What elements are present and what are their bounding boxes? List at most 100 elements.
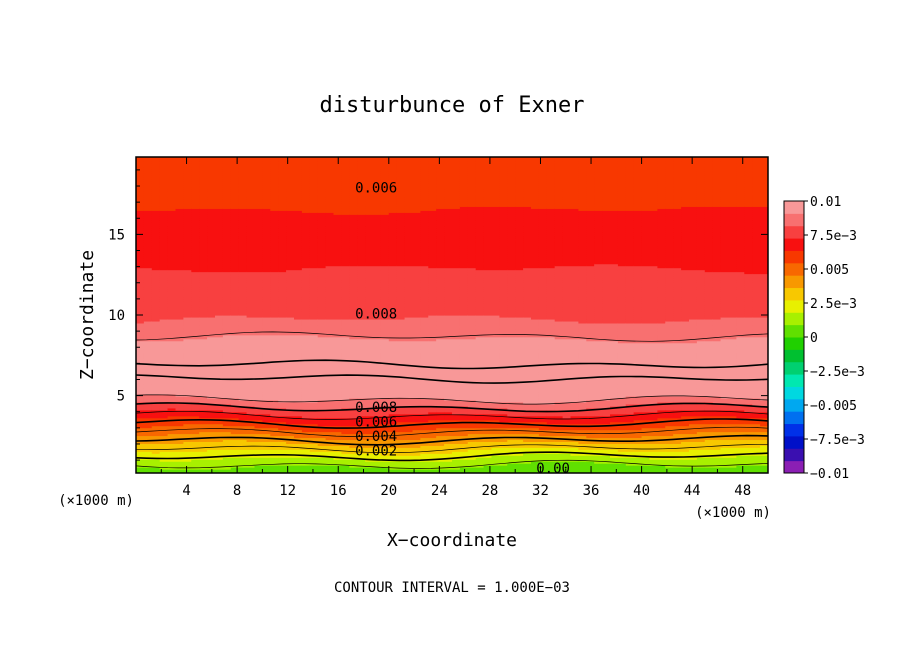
- heatmap-cell: [238, 318, 248, 322]
- heatmap-cell: [167, 243, 177, 247]
- heatmap-cell: [151, 358, 161, 362]
- heatmap-cell: [143, 409, 153, 413]
- heatmap-cell: [159, 437, 169, 441]
- heatmap-cell: [136, 459, 145, 462]
- heatmap-cell: [215, 386, 224, 389]
- heatmap-cell: [207, 210, 216, 213]
- heatmap-cell: [167, 469, 177, 472]
- heatmap-cell: [222, 328, 232, 332]
- heatmap-cell: [159, 423, 169, 427]
- heatmap-cell: [175, 356, 184, 360]
- heatmap-cell: [238, 445, 248, 448]
- heatmap-cell: [175, 332, 184, 336]
- heatmap-cell: [175, 216, 184, 219]
- heatmap-cell: [215, 277, 224, 281]
- heatmap-cell: [207, 220, 216, 223]
- heatmap-cell: [151, 421, 161, 425]
- heatmap-cell: [167, 413, 177, 417]
- heatmap-cell: [207, 437, 216, 441]
- heatmap-cell: [136, 281, 145, 284]
- heatmap-cell: [136, 241, 145, 245]
- heatmap-cell: [222, 236, 232, 239]
- heatmap-cell: [183, 469, 192, 472]
- heatmap-cell: [159, 336, 169, 340]
- heatmap-cell: [191, 338, 200, 342]
- heatmap-cell: [199, 279, 208, 283]
- heatmap-cell: [238, 245, 248, 249]
- heatmap-cell: [230, 399, 240, 403]
- heatmap-cell: [215, 326, 224, 330]
- heatmap-cell: [238, 267, 248, 271]
- heatmap-cell: [136, 182, 145, 186]
- heatmap-cell: [230, 388, 240, 391]
- heatmap-cell: [136, 463, 145, 466]
- heatmap-cell: [222, 439, 232, 442]
- heatmap-cell: [230, 277, 240, 281]
- heatmap-cell: [136, 350, 145, 354]
- heatmap-cell: [238, 158, 248, 162]
- heatmap-cell: [143, 354, 153, 358]
- heatmap-cell: [175, 346, 184, 350]
- heatmap-cell: [143, 186, 153, 190]
- heatmap-cell: [207, 184, 216, 188]
- heatmap-cell: [175, 237, 184, 241]
- heatmap-cell: [238, 336, 248, 340]
- heatmap-cell: [167, 226, 177, 229]
- heatmap-cell: [183, 463, 192, 466]
- heatmap-cell: [167, 356, 177, 360]
- heatmap-cell: [199, 228, 208, 231]
- heatmap-cell: [136, 378, 145, 381]
- heatmap-cell: [230, 356, 240, 360]
- heatmap-cell: [136, 392, 145, 395]
- heatmap-cell: [199, 182, 208, 186]
- heatmap-cell: [215, 243, 224, 247]
- heatmap-cell: [238, 469, 248, 472]
- heatmap-cell: [136, 340, 145, 344]
- heatmap-cell: [183, 194, 192, 198]
- heatmap-cell: [207, 390, 216, 393]
- heatmap-cell: [183, 322, 192, 326]
- heatmap-cell: [207, 253, 216, 257]
- heatmap-cell: [167, 170, 177, 174]
- heatmap-cell: [230, 431, 240, 435]
- heatmap-cell: [215, 170, 224, 174]
- heatmap-cell: [183, 224, 192, 227]
- heatmap-cell: [230, 180, 240, 184]
- heatmap-cell: [159, 162, 169, 166]
- heatmap-cell: [159, 285, 169, 288]
- heatmap-cell: [143, 245, 153, 249]
- heatmap-cell: [199, 194, 208, 198]
- heatmap-cell: [207, 407, 216, 411]
- heatmap-cell: [215, 299, 224, 302]
- heatmap-cell: [238, 202, 248, 205]
- heatmap-cell: [136, 261, 145, 265]
- heatmap-cell: [199, 190, 208, 194]
- heatmap-cell: [167, 303, 177, 306]
- heatmap-cell: [191, 236, 200, 239]
- heatmap-cell: [183, 467, 192, 470]
- heatmap-cell: [199, 405, 208, 409]
- heatmap-cell: [159, 467, 169, 470]
- heatmap-cell: [183, 399, 192, 403]
- heatmap-cell: [136, 214, 145, 217]
- heatmap-cell: [183, 245, 192, 249]
- heatmap-cell: [183, 441, 192, 444]
- heatmap-cell: [136, 449, 145, 452]
- heatmap-cell: [230, 350, 240, 354]
- heatmap-cell: [215, 471, 224, 473]
- heatmap-cell: [199, 395, 208, 399]
- heatmap-cell: [215, 186, 224, 190]
- heatmap-cell: [215, 439, 224, 442]
- heatmap-cell: [159, 275, 169, 279]
- heatmap-cell: [230, 186, 240, 190]
- heatmap-cell: [191, 443, 200, 446]
- heatmap-cell: [151, 445, 161, 448]
- heatmap-cell: [175, 362, 184, 365]
- heatmap-cell: [215, 200, 224, 204]
- heatmap-cell: [136, 419, 145, 423]
- heatmap-cell: [175, 423, 184, 427]
- heatmap-cell: [136, 295, 145, 298]
- heatmap-cell: [238, 453, 248, 456]
- heatmap-cell: [159, 307, 169, 310]
- heatmap-cell: [230, 174, 240, 178]
